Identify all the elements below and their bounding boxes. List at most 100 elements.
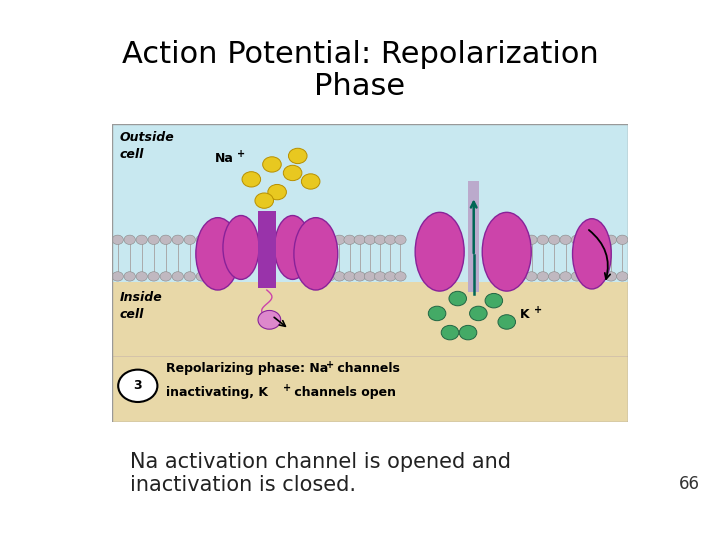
- Circle shape: [515, 235, 526, 245]
- Circle shape: [374, 272, 386, 281]
- Circle shape: [184, 272, 195, 281]
- Circle shape: [374, 235, 386, 245]
- Circle shape: [160, 235, 171, 245]
- Text: +: +: [326, 360, 334, 369]
- Text: 3: 3: [133, 379, 142, 393]
- Circle shape: [582, 235, 594, 245]
- Circle shape: [263, 157, 282, 172]
- Ellipse shape: [196, 218, 240, 290]
- Text: Repolarizing phase: Na: Repolarizing phase: Na: [166, 362, 328, 375]
- Circle shape: [283, 165, 302, 180]
- FancyBboxPatch shape: [112, 356, 628, 422]
- Circle shape: [160, 272, 171, 281]
- Circle shape: [148, 272, 159, 281]
- Circle shape: [549, 235, 560, 245]
- Circle shape: [594, 272, 606, 281]
- Text: Na activation channel is opened and: Na activation channel is opened and: [130, 452, 511, 472]
- Circle shape: [582, 272, 594, 281]
- Circle shape: [498, 315, 516, 329]
- Circle shape: [364, 235, 376, 245]
- Ellipse shape: [223, 215, 259, 279]
- Circle shape: [459, 326, 477, 340]
- Circle shape: [124, 272, 135, 281]
- Circle shape: [560, 235, 571, 245]
- Circle shape: [118, 370, 158, 402]
- Circle shape: [616, 235, 628, 245]
- FancyBboxPatch shape: [112, 124, 628, 281]
- Circle shape: [255, 193, 274, 208]
- Circle shape: [302, 174, 320, 189]
- Text: cell: cell: [120, 148, 144, 161]
- Ellipse shape: [415, 212, 464, 291]
- Circle shape: [323, 272, 335, 281]
- Circle shape: [334, 272, 345, 281]
- Circle shape: [242, 172, 261, 187]
- Circle shape: [606, 272, 616, 281]
- FancyBboxPatch shape: [258, 211, 276, 288]
- Circle shape: [196, 272, 207, 281]
- Circle shape: [124, 235, 135, 245]
- Circle shape: [537, 235, 549, 245]
- Text: 66: 66: [679, 475, 700, 493]
- Text: inactivation is closed.: inactivation is closed.: [130, 475, 356, 495]
- Circle shape: [616, 272, 628, 281]
- FancyBboxPatch shape: [468, 181, 480, 292]
- Circle shape: [526, 235, 537, 245]
- Ellipse shape: [482, 212, 531, 291]
- Circle shape: [526, 272, 537, 281]
- Circle shape: [136, 235, 148, 245]
- Text: cell: cell: [120, 308, 144, 321]
- Text: Action Potential: Repolarization: Action Potential: Repolarization: [122, 40, 598, 69]
- Circle shape: [549, 272, 560, 281]
- Circle shape: [323, 235, 335, 245]
- Circle shape: [364, 272, 376, 281]
- Circle shape: [184, 235, 195, 245]
- Text: Phase: Phase: [315, 72, 405, 101]
- Circle shape: [571, 272, 582, 281]
- Text: +: +: [238, 149, 246, 159]
- Circle shape: [485, 293, 503, 308]
- Text: Outside: Outside: [120, 131, 174, 144]
- Circle shape: [172, 272, 184, 281]
- Circle shape: [428, 306, 446, 321]
- Circle shape: [354, 235, 366, 245]
- Circle shape: [148, 235, 159, 245]
- Text: Inside: Inside: [120, 291, 163, 303]
- Circle shape: [395, 235, 406, 245]
- Circle shape: [172, 235, 184, 245]
- Circle shape: [112, 272, 123, 281]
- FancyBboxPatch shape: [112, 281, 628, 422]
- Circle shape: [469, 306, 487, 321]
- Text: inactivating, K: inactivating, K: [166, 386, 268, 399]
- Circle shape: [449, 291, 467, 306]
- Circle shape: [258, 310, 281, 329]
- Circle shape: [289, 148, 307, 164]
- Circle shape: [571, 235, 582, 245]
- Ellipse shape: [274, 215, 310, 279]
- Text: Na: Na: [215, 152, 234, 165]
- Circle shape: [594, 235, 606, 245]
- Text: channels open: channels open: [290, 386, 396, 399]
- Text: K: K: [520, 308, 529, 321]
- Circle shape: [196, 235, 207, 245]
- Text: channels: channels: [333, 362, 400, 375]
- Circle shape: [268, 185, 287, 200]
- Circle shape: [384, 235, 396, 245]
- Ellipse shape: [294, 218, 338, 290]
- Circle shape: [354, 272, 366, 281]
- Circle shape: [136, 272, 148, 281]
- Circle shape: [537, 272, 549, 281]
- Circle shape: [112, 235, 123, 245]
- Circle shape: [515, 272, 526, 281]
- Circle shape: [344, 272, 355, 281]
- Circle shape: [441, 326, 459, 340]
- Circle shape: [606, 235, 616, 245]
- Circle shape: [384, 272, 396, 281]
- Circle shape: [395, 272, 406, 281]
- Circle shape: [344, 235, 355, 245]
- Text: +: +: [283, 383, 292, 393]
- Text: +: +: [534, 305, 542, 315]
- Circle shape: [560, 272, 571, 281]
- Circle shape: [334, 235, 345, 245]
- Ellipse shape: [572, 219, 611, 289]
